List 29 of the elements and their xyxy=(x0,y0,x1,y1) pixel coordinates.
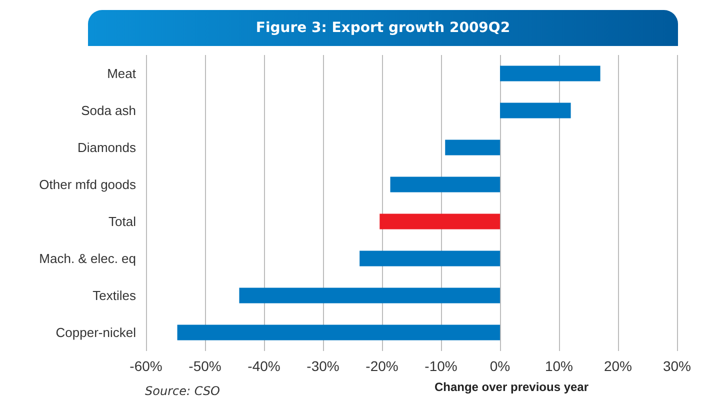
bar xyxy=(380,214,500,230)
bar xyxy=(500,102,571,118)
y-tick-label: Diamonds xyxy=(77,140,136,155)
bar xyxy=(360,250,500,266)
x-tick-label: -20% xyxy=(366,358,398,374)
chart-title: Figure 3: Export growth 2009Q2 xyxy=(88,10,678,46)
bar xyxy=(239,288,500,304)
x-tick-label: -40% xyxy=(248,358,280,374)
bar xyxy=(177,324,500,340)
y-tick-label: Other mfd goods xyxy=(39,177,136,192)
y-tick-label: Copper-nickel xyxy=(56,325,136,340)
y-tick-label: Meat xyxy=(107,66,136,81)
x-tick-label: -50% xyxy=(188,358,222,374)
x-tick-label: -10% xyxy=(424,358,458,374)
x-tick-label: 0% xyxy=(490,358,510,374)
y-tick-label: Mach. & elec. eq xyxy=(39,251,136,266)
y-tick-label: Soda ash xyxy=(81,103,136,118)
source-note: Source: CSO xyxy=(145,384,220,398)
x-axis-title: Change over previous year xyxy=(434,380,589,394)
x-tick-label: -60% xyxy=(130,358,162,374)
y-tick-label: Textiles xyxy=(92,288,136,303)
bar xyxy=(445,140,500,156)
x-tick-label: 10% xyxy=(544,358,574,374)
bar xyxy=(390,176,500,192)
y-tick-label: Total xyxy=(108,214,136,229)
x-tick-label: 20% xyxy=(604,358,632,374)
bar xyxy=(500,66,600,82)
x-tick-label: 30% xyxy=(662,358,692,374)
x-tick-label: -30% xyxy=(306,358,340,374)
